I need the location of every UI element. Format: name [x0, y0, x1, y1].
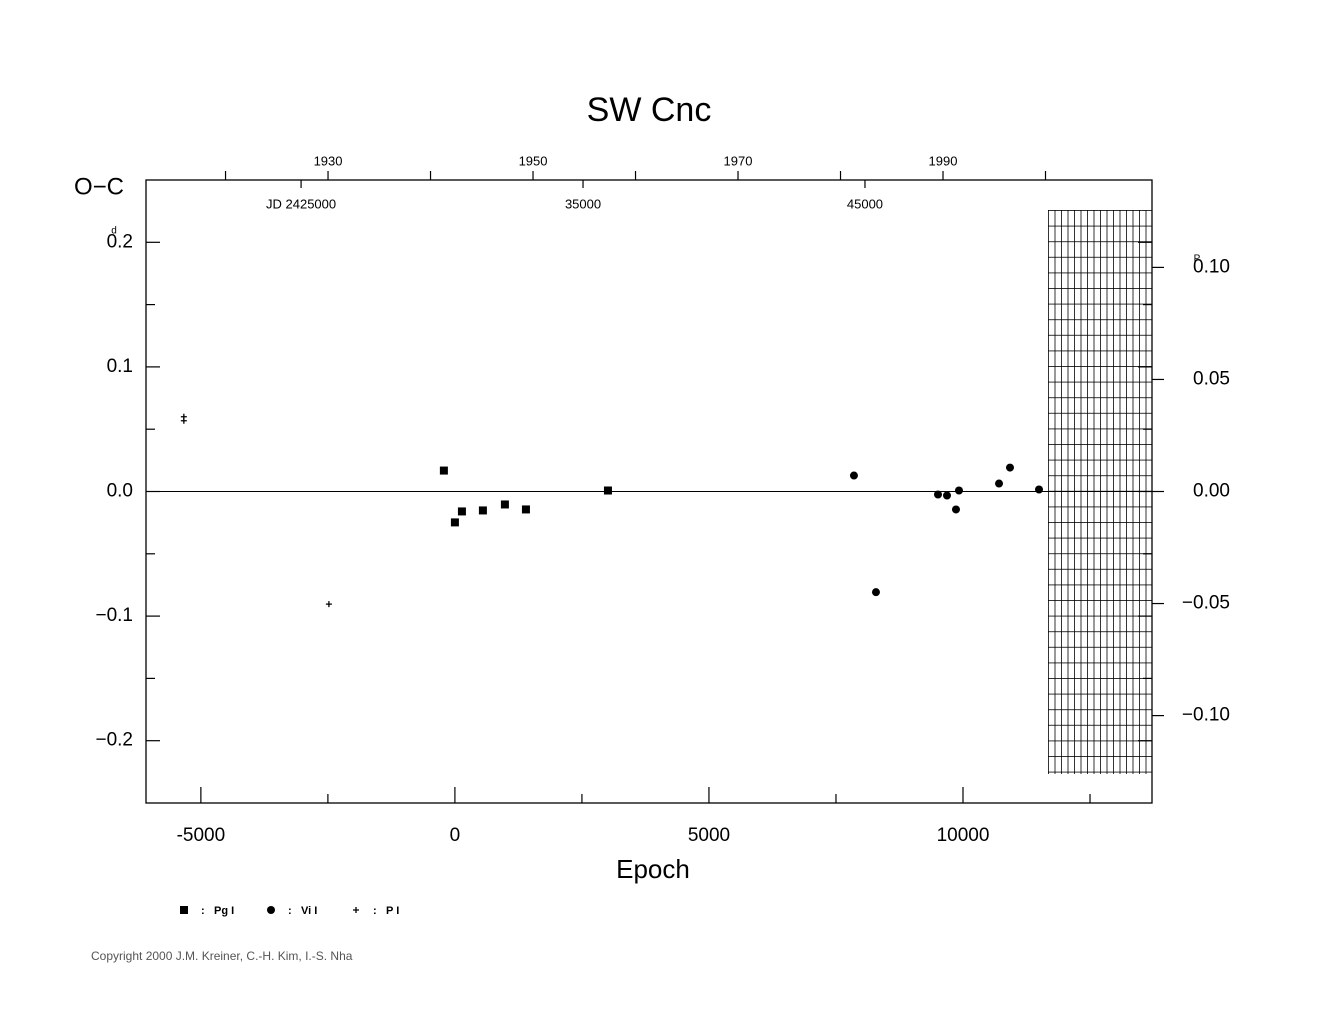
y-axis-label: O−C — [74, 173, 124, 200]
legend-label: Pg I — [214, 905, 234, 917]
point-square — [439, 466, 448, 475]
legend-label: Vi I — [301, 905, 317, 917]
point-plus — [353, 907, 359, 913]
y2-tick-label: 0.00 — [1193, 481, 1230, 502]
y2-tick-label: −0.05 — [1182, 593, 1230, 614]
point-circle — [995, 479, 1004, 488]
jd-tick-label: 45000 — [847, 196, 883, 211]
legend-label: P I — [386, 905, 399, 917]
legend-separator: : — [201, 905, 205, 917]
x-axis-label: Epoch — [616, 854, 690, 884]
y-tick-label: −0.2 — [95, 730, 133, 751]
point-square — [478, 506, 487, 515]
point-circle — [267, 906, 275, 914]
point-square — [457, 507, 466, 516]
y2-tick-label: −0.10 — [1182, 705, 1230, 726]
y-tick-label: −0.1 — [95, 605, 133, 626]
point-circle — [1035, 485, 1044, 494]
y2-unit: P — [1194, 254, 1201, 265]
point-circle — [951, 505, 960, 514]
point-square — [521, 505, 530, 514]
point-square — [450, 518, 459, 527]
point-square — [180, 906, 188, 914]
year-tick-label: 1930 — [314, 153, 343, 168]
point-square — [603, 486, 612, 495]
point-circle — [849, 471, 858, 480]
legend-separator: : — [288, 905, 292, 917]
point-circle — [942, 491, 951, 500]
x-tick-label: 5000 — [688, 825, 730, 846]
legend-separator: : — [373, 905, 377, 917]
chart-title: SW Cnc — [587, 91, 712, 129]
x-tick-label: 10000 — [937, 825, 990, 846]
y2-tick-label: 0.10 — [1193, 256, 1230, 277]
y2-tick-label: 0.05 — [1193, 368, 1230, 389]
copyright: Copyright 2000 J.M. Kreiner, C.-H. Kim, … — [91, 949, 353, 963]
point-circle — [954, 486, 963, 495]
jd-tick-label: 35000 — [565, 196, 601, 211]
year-tick-label: 1950 — [519, 153, 548, 168]
point-circle — [1005, 463, 1014, 472]
jd-tick-label: JD 2425000 — [266, 196, 336, 211]
point-plus — [325, 601, 332, 608]
y-unit: d — [111, 226, 117, 237]
point-circle — [933, 490, 942, 499]
x-tick-label: -5000 — [177, 825, 226, 846]
year-tick-label: 1970 — [724, 153, 753, 168]
point-square — [500, 500, 509, 509]
point-plus — [180, 417, 187, 424]
point-circle — [871, 588, 880, 597]
y-tick-label: 0.1 — [107, 356, 133, 377]
y-tick-label: 0.0 — [107, 481, 133, 502]
x-tick-label: 0 — [450, 825, 461, 846]
year-tick-label: 1990 — [929, 153, 958, 168]
y-tick-label: 0.2 — [107, 231, 133, 252]
